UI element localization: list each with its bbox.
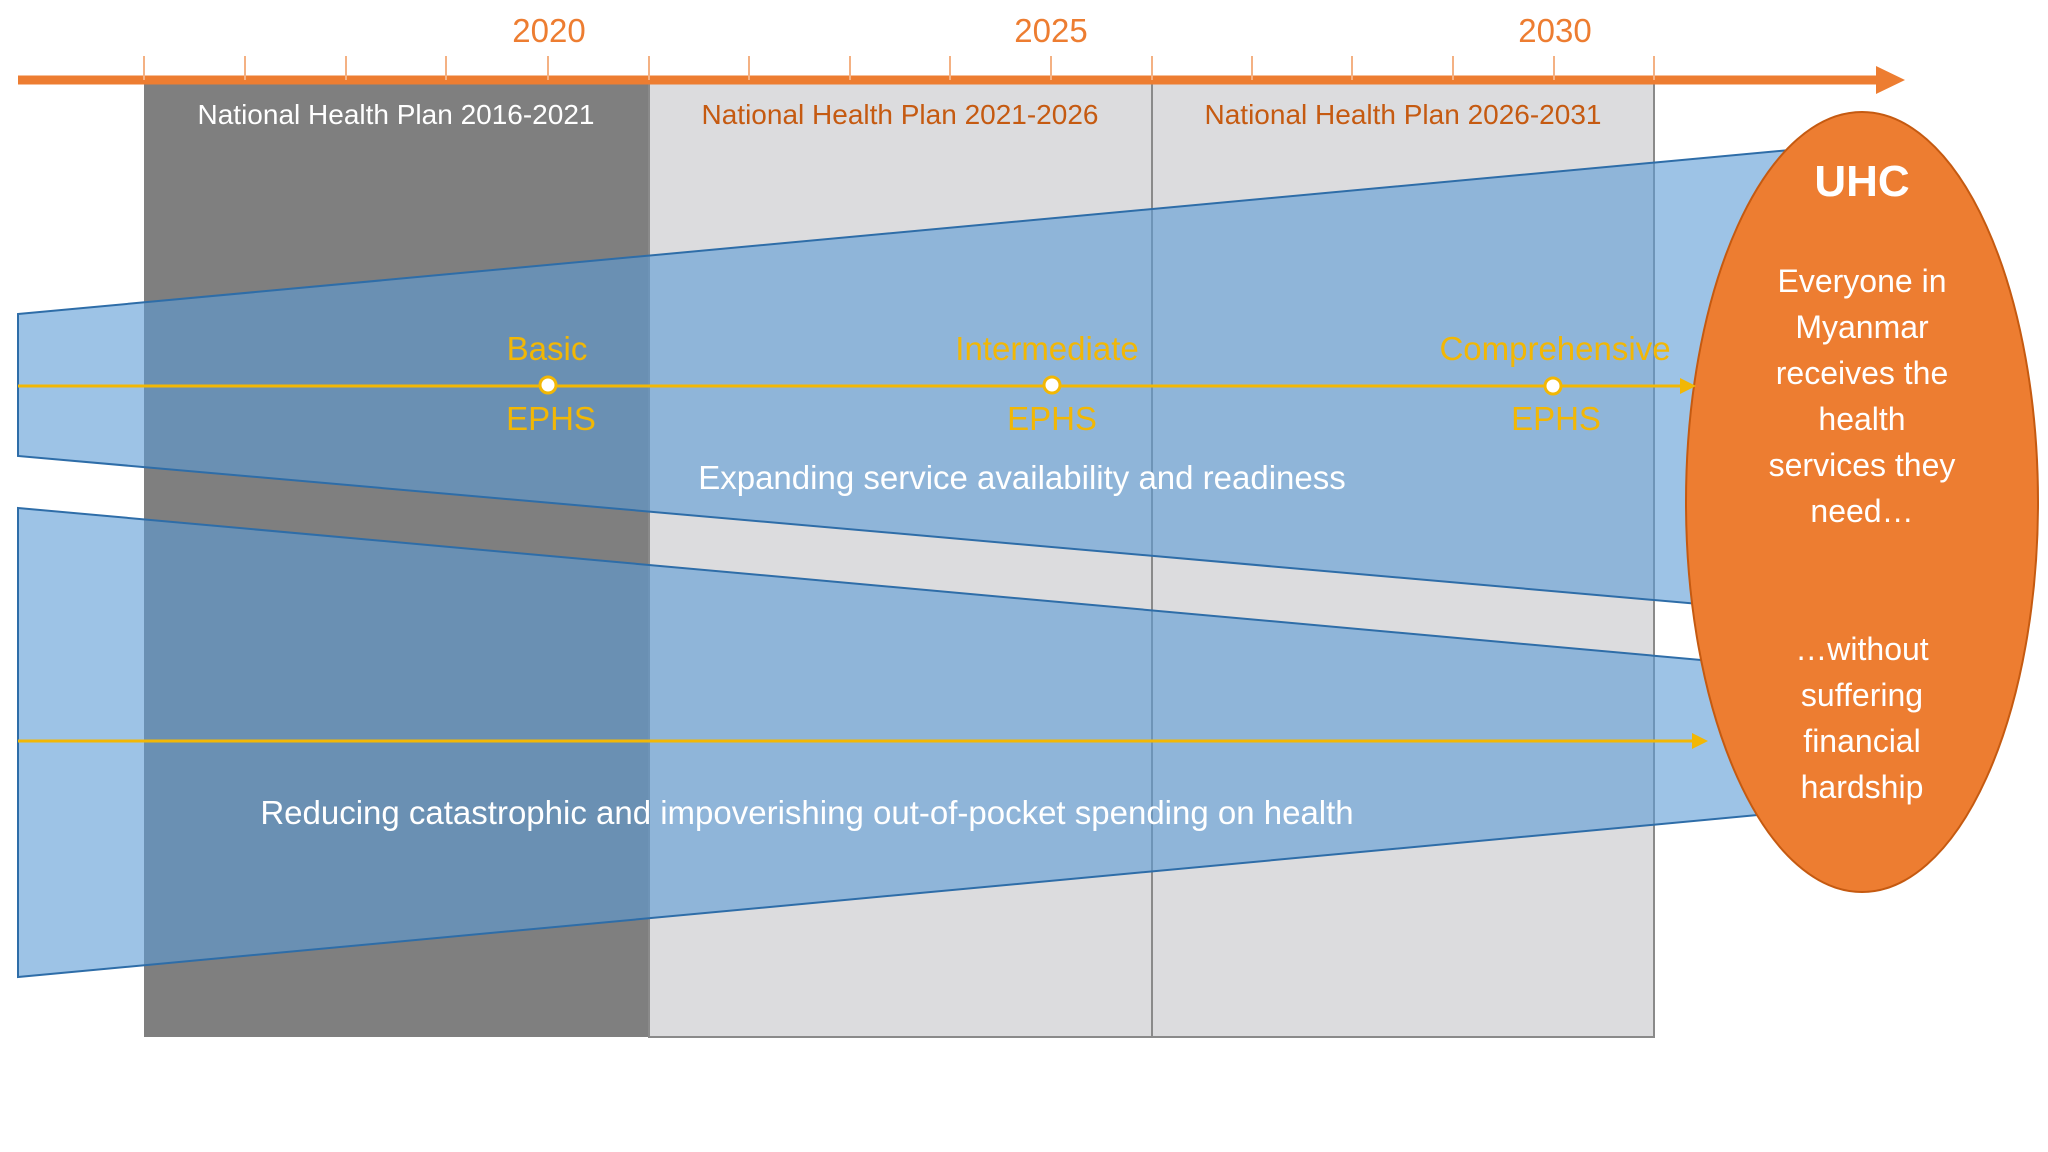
milestone-level: Basic xyxy=(507,330,588,367)
milestone-name: EPHS xyxy=(1511,400,1601,437)
ephs-milestone-comprehensive: Comprehensive EPHS xyxy=(1439,330,1670,437)
milestone-name: EPHS xyxy=(1007,400,1097,437)
uhc-line: hardship xyxy=(1801,769,1924,805)
uhc-line: need… xyxy=(1810,493,1913,529)
timeline-ticks xyxy=(143,56,1655,80)
plan-label-2021-2026: National Health Plan 2021-2026 xyxy=(702,99,1099,130)
uhc-line: suffering xyxy=(1801,677,1923,713)
uhc-statement-coverage: Everyone in Myanmar receives the health … xyxy=(1769,263,1956,529)
milestone-dot xyxy=(1042,375,1062,395)
plan-label-2016-2021: National Health Plan 2016-2021 xyxy=(198,99,595,130)
milestone-name: EPHS xyxy=(506,400,596,437)
uhc-statement-protection: …without suffering financial hardship xyxy=(1795,631,1929,805)
plan-label-2026-2031: National Health Plan 2026-2031 xyxy=(1205,99,1602,130)
uhc-line: health xyxy=(1818,401,1905,437)
service-band-label: Expanding service availability and readi… xyxy=(698,459,1346,496)
year-label-2025: 2025 xyxy=(1014,12,1087,49)
financial-protection-arrow xyxy=(18,733,1708,749)
financial-arrowhead xyxy=(1692,733,1708,749)
ephs-milestone-intermediate: Intermediate EPHS xyxy=(955,330,1138,437)
timeline-arrowhead xyxy=(1876,66,1905,94)
ephs-milestone-basic: Basic EPHS xyxy=(506,330,596,437)
ephs-arrowhead xyxy=(1680,378,1696,394)
milestone-level: Comprehensive xyxy=(1439,330,1670,367)
uhc-title: UHC xyxy=(1814,157,1909,206)
uhc-line: receives the xyxy=(1776,355,1949,391)
year-label-2020: 2020 xyxy=(512,12,585,49)
spending-band-label: Reducing catastrophic and impoverishing … xyxy=(260,794,1353,831)
year-label-2030: 2030 xyxy=(1518,12,1591,49)
uhc-goal-ellipse xyxy=(1685,111,2039,893)
uhc-line: services they xyxy=(1769,447,1956,483)
uhc-line: …without xyxy=(1795,631,1929,667)
timeline-axis: 2020 2025 2030 xyxy=(18,12,1905,94)
uhc-line: Myanmar xyxy=(1795,309,1929,345)
milestone-level: Intermediate xyxy=(955,330,1138,367)
milestone-dot xyxy=(1543,376,1563,396)
uhc-line: Everyone in xyxy=(1778,263,1947,299)
ephs-progression-arrow xyxy=(18,378,1696,394)
milestone-dot xyxy=(538,375,558,395)
uhc-line: financial xyxy=(1803,723,1920,759)
